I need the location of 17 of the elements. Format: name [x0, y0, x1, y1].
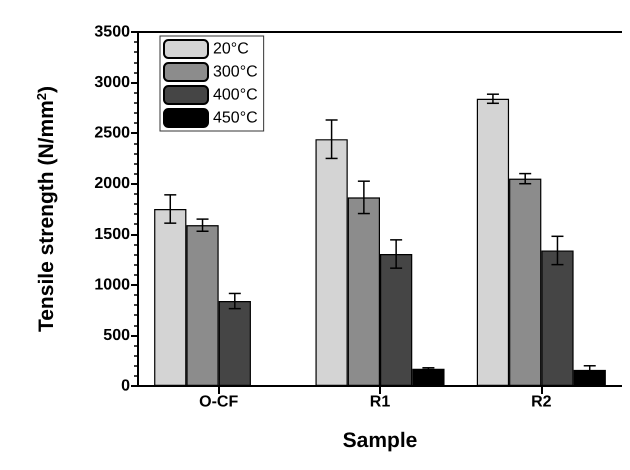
legend-label: 400°C: [213, 86, 258, 104]
y-tick-label: 3500: [94, 24, 130, 40]
legend-label: 20°C: [213, 40, 249, 58]
y-tick-label: 500: [103, 326, 130, 344]
y-axis-title: Tensile strength (N/mm2): [34, 86, 58, 332]
y-tick-label: 1500: [94, 226, 130, 243]
y-tick-label: 1000: [94, 276, 130, 294]
y-tick-label: 0: [121, 378, 130, 394]
x-tick-label: O-CF: [199, 394, 238, 410]
x-axis-title: Sample: [342, 429, 418, 452]
y-tick-label: 3000: [94, 74, 130, 92]
y-tick-label: 2000: [94, 175, 130, 192]
legend-label: 450°C: [213, 110, 258, 126]
legend-label: 300°C: [213, 64, 258, 80]
y-tick-label: 2500: [94, 124, 130, 142]
x-tick-label: R1: [370, 394, 390, 410]
x-tick-label: R2: [531, 394, 552, 410]
